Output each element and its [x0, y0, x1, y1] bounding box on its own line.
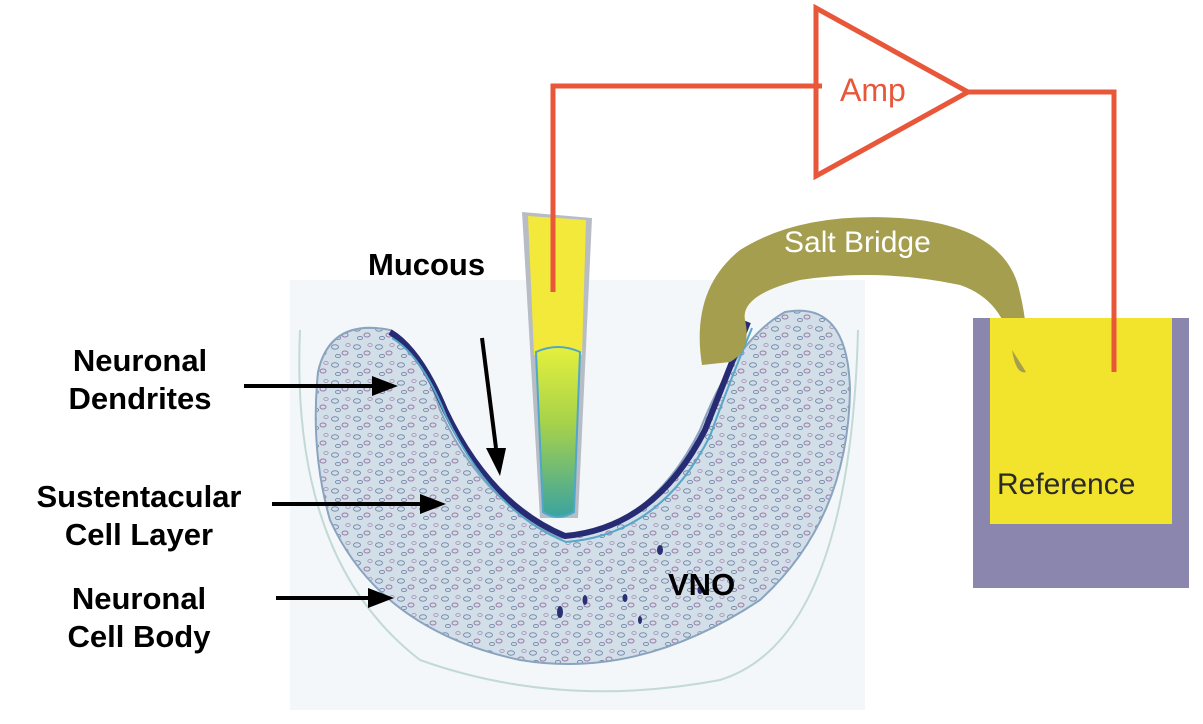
salt-bridge-tip	[1012, 350, 1026, 373]
sustentacular-layer-label: Sustentacular Cell Layer	[16, 478, 262, 554]
electrode-wire	[550, 83, 822, 292]
triangle-amplifier-icon	[813, 3, 974, 181]
arrow-right-icon	[276, 588, 394, 608]
neuronal-dendrites-line-1: Neuronal	[72, 343, 208, 378]
epithelium-inner-line	[391, 327, 753, 544]
reference-fluid	[990, 318, 1172, 524]
salt-bridge	[699, 217, 1027, 373]
neuronal-cell-body-line-1: Neuronal	[71, 581, 207, 616]
vno-label: VNO	[668, 567, 736, 602]
cell-nuclei	[557, 545, 703, 624]
arrow-right-icon	[272, 494, 446, 514]
mucous-label: Mucous	[368, 247, 486, 282]
electrode-fill	[528, 216, 586, 355]
arrow-right-icon	[244, 376, 398, 396]
reference-label: Reference	[997, 468, 1136, 501]
salt-bridge-label: Salt Bridge	[784, 226, 931, 259]
reference-wire	[968, 89, 1117, 372]
sustentacular-line-1: Sustentacular	[36, 479, 242, 514]
amp-label: Amp	[840, 72, 906, 108]
neuronal-dendrites-line-2: Dendrites	[68, 381, 212, 416]
sustentacular-line-2: Cell Layer	[64, 517, 214, 552]
neuronal-dendrites-label: Neuronal Dendrites	[50, 342, 230, 418]
epithelium-edge	[388, 320, 751, 540]
outer-tissue-outline	[298, 329, 859, 693]
neuronal-cell-body-line-2: Cell Body	[67, 619, 211, 654]
electrode-tip	[534, 346, 582, 518]
neuronal-cell-body-label: Neuronal Cell Body	[44, 580, 234, 656]
mucous-arrow-icon	[480, 337, 506, 476]
